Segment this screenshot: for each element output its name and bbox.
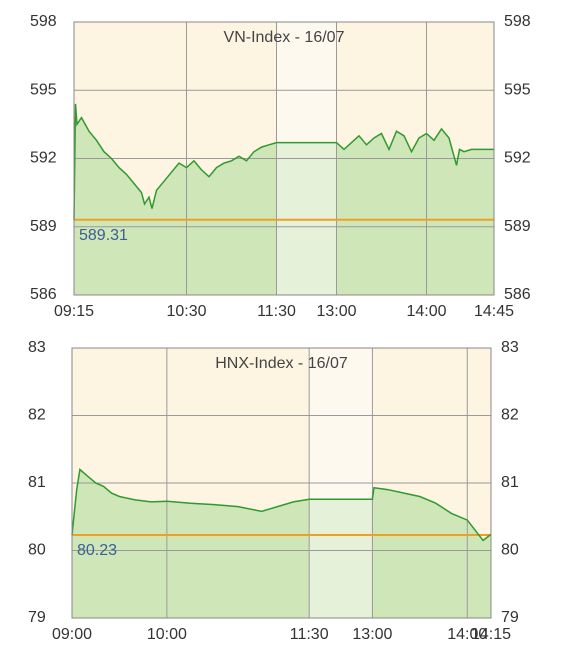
plot-frame: [73, 21, 495, 296]
y-tick-label: 79: [28, 609, 46, 626]
y-tick-label-right: 592: [504, 150, 531, 167]
line: [73, 103, 494, 220]
y-tick-label-right: 83: [501, 339, 519, 356]
y-tick-label-right: 81: [501, 474, 519, 491]
chart-title: VN-Index - 16/07: [224, 29, 345, 46]
y-tick-label-right: 586: [504, 286, 531, 303]
area-fill: [74, 103, 494, 296]
x-tick-label: 14:15: [471, 626, 511, 643]
y-tick-label-right: 79: [501, 609, 519, 626]
y-tick-label-right: 80: [501, 542, 519, 559]
x-tick-label: 11:30: [290, 626, 329, 643]
y-tick-label-right: 598: [504, 13, 531, 30]
x-tick-label: 10:00: [147, 626, 187, 643]
area-fill: [72, 469, 491, 618]
x-tick-label: 09:15: [54, 303, 94, 320]
y-tick-label: 83: [28, 339, 46, 356]
y-tick-label-right: 595: [504, 81, 531, 98]
y-tick-label: 80: [28, 542, 46, 559]
y-tick-label: 595: [30, 81, 57, 98]
line: [71, 468, 492, 542]
plot-frame: [71, 347, 492, 619]
ref-label: 80.23: [77, 542, 117, 559]
x-tick-label: 10:30: [166, 303, 206, 320]
ref-label: 589.31: [79, 227, 128, 244]
y-tick-label: 598: [30, 13, 57, 30]
y-tick-label-right: 589: [504, 218, 531, 235]
y-tick-label-right: 82: [501, 407, 519, 424]
x-tick-label: 13:00: [352, 626, 392, 643]
x-tick-label: 13:00: [316, 303, 356, 320]
y-tick-label: 589: [30, 218, 57, 235]
x-tick-label: 14:00: [406, 303, 446, 320]
y-tick-label: 81: [28, 474, 46, 491]
x-tick-label: 11:30: [257, 303, 296, 320]
y-tick-label: 82: [28, 407, 46, 424]
y-tick-label: 592: [30, 150, 57, 167]
x-tick-label: 14:45: [474, 303, 514, 320]
chart-title: HNX-Index - 16/07: [215, 355, 348, 372]
x-tick-label: 14:00: [447, 626, 487, 643]
x-tick-label: 09:00: [52, 626, 92, 643]
y-tick-label: 586: [30, 286, 57, 303]
